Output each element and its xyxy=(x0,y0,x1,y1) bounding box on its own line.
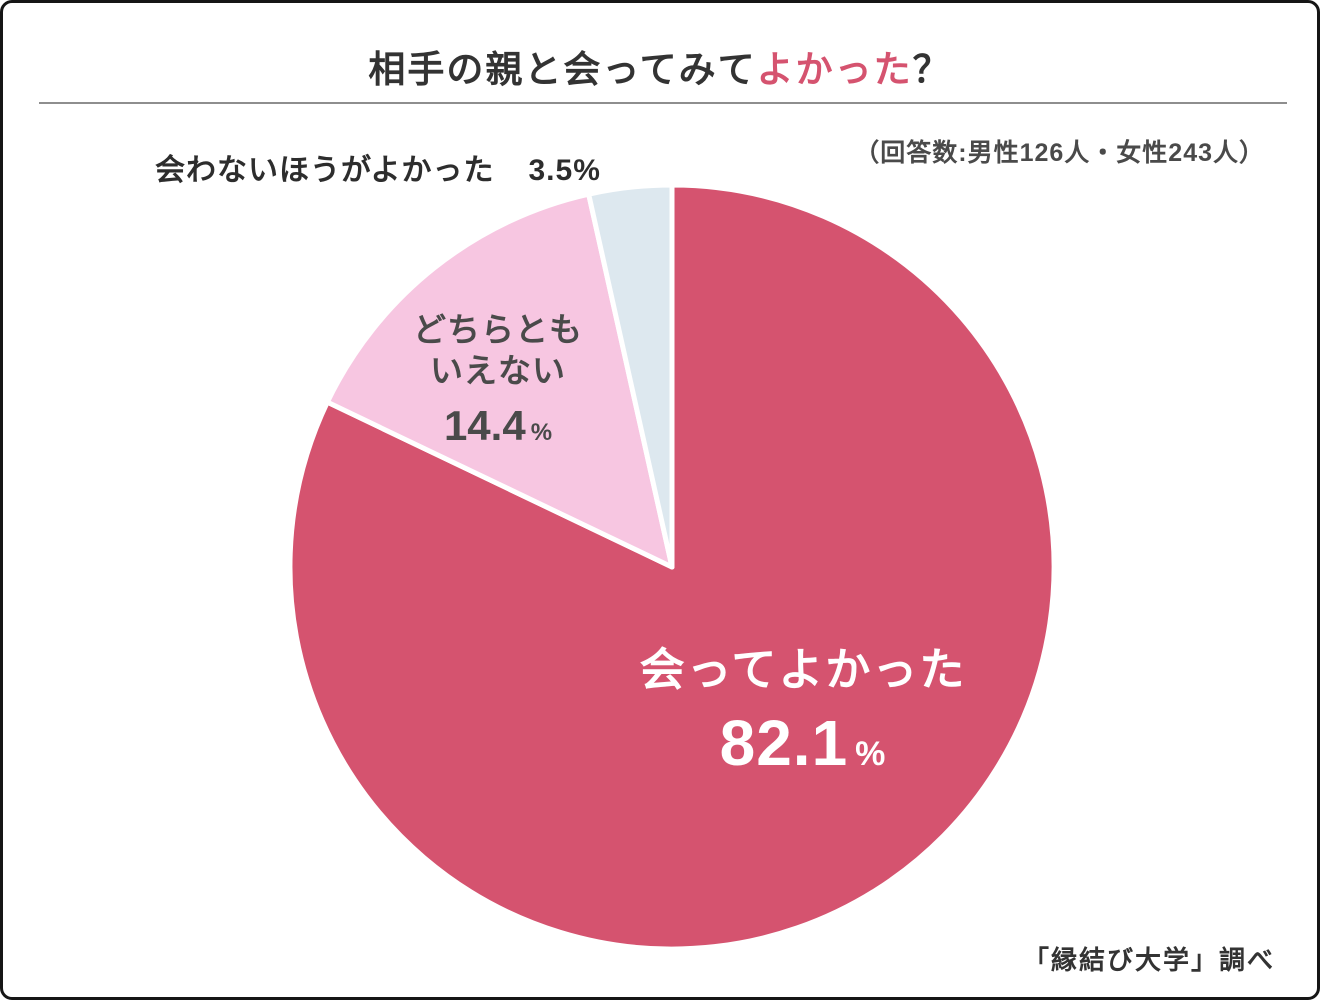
chart-title-suffix: ？ xyxy=(912,49,952,90)
pie-slice-1 xyxy=(324,191,675,570)
negative-slice-percentage: 3.5% xyxy=(528,154,601,187)
main-slice-label-text: 会ってよかった xyxy=(639,644,967,695)
pie-chart-area xyxy=(284,179,1060,955)
main-slice-value: 82.1 xyxy=(719,707,849,779)
chart-title-highlight: よかった xyxy=(756,49,913,90)
main-slice-percent-sign: % xyxy=(855,735,887,773)
neutral-slice-label-line2: いえない xyxy=(430,352,566,390)
negative-slice-label-text: 会わないほうがよかった xyxy=(155,154,495,187)
pie-slice-2 xyxy=(586,182,675,570)
chart-title: 相手の親と会ってみてよかった？ xyxy=(3,39,1317,93)
neutral-slice-label: どちらとも いえない 14.4% xyxy=(386,309,610,452)
neutral-slice-label-line1: どちらとも xyxy=(413,311,583,348)
neutral-slice-percent-sign: % xyxy=(530,418,553,446)
source-credit: 「縁結び大学」調べ xyxy=(1022,945,1275,975)
respondent-count-note: （回答数:男性126人・女性243人） xyxy=(854,139,1265,167)
main-slice-label: 会ってよかった 82.1% xyxy=(631,633,975,780)
neutral-slice-percentage: 14.4% xyxy=(386,400,610,453)
negative-slice-label: 会わないほうがよかった 3.5% xyxy=(155,145,601,189)
neutral-slice-value: 14.4 xyxy=(443,401,526,449)
title-divider xyxy=(39,102,1287,104)
main-slice-percentage: 82.1% xyxy=(631,706,975,780)
pie-chart xyxy=(287,182,1057,952)
chart-title-prefix: 相手の親と会ってみて xyxy=(368,49,757,90)
